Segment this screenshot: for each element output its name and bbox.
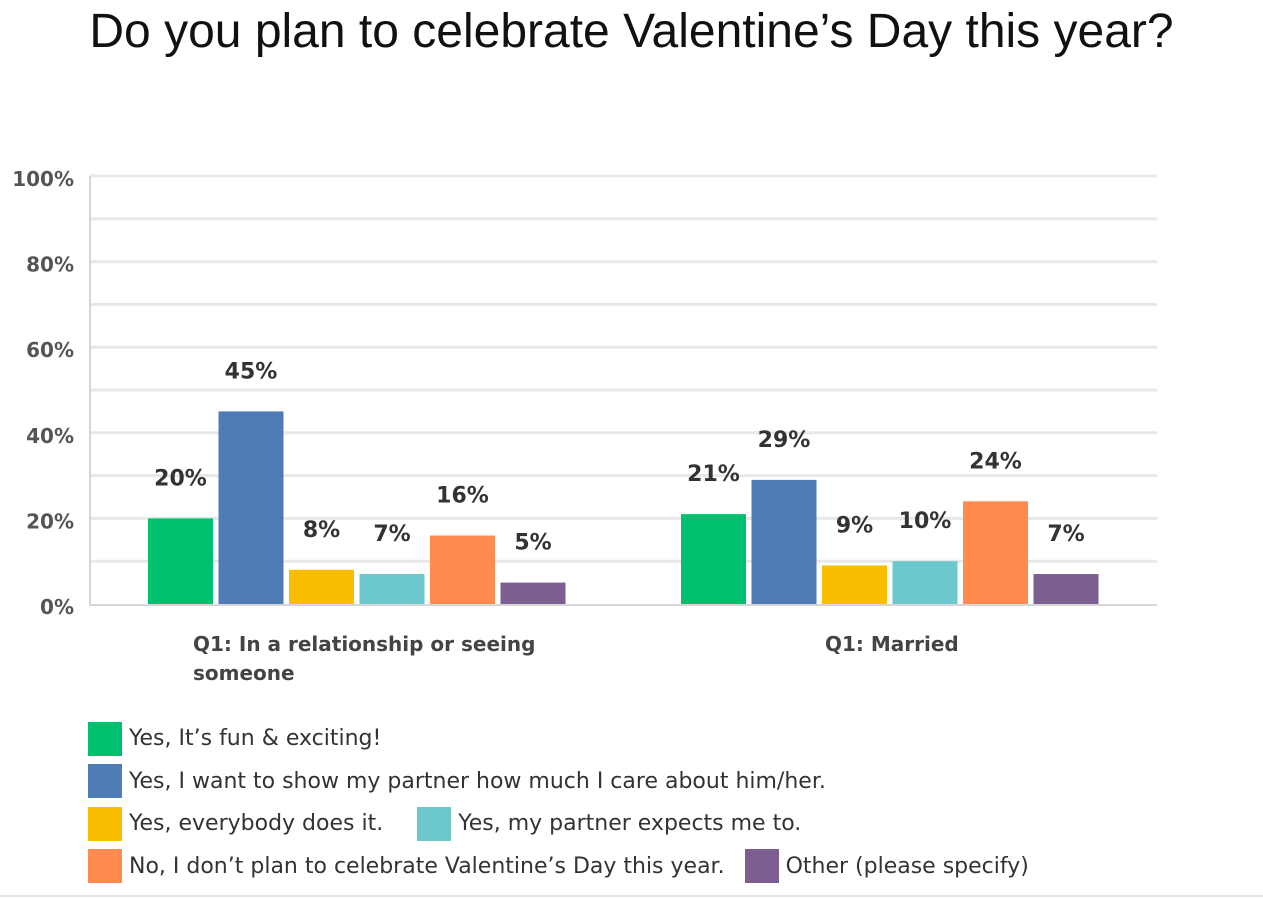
y-tick-label: 20% [26,509,74,533]
bar-chart: 0% 20% 40% 60% 80% 100% 20% 45% 8% 7% 16% 5% 21% 29% 9… [12,167,1157,685]
bar [892,561,958,604]
legend-swatch-everybody [88,806,122,841]
y-tick-label: 40% [26,424,74,448]
legend-row: Yes, I want to show my partner how much … [88,764,1063,798]
data-label: 7% [373,522,410,547]
data-label: 20% [154,466,207,491]
category-label: Q1: In a relationship or seeing someone [193,632,535,685]
bar [751,479,817,604]
data-label: 21% [687,462,740,487]
y-tick-label: 60% [26,338,74,362]
data-label: 16% [436,484,489,509]
legend-item-everybody: Yes, everybody does it. [88,806,384,841]
legend-label-partner-expects: Yes, my partner expects me to. [458,811,802,836]
legend-item-no: No, I don’t plan to celebrate Valentine’… [88,849,725,883]
bar [218,411,284,604]
category-label: Q1: Married [825,632,959,656]
legend-row: Yes, everybody does it. Yes, my partner … [88,806,1063,841]
bar [148,518,213,604]
legend-swatch-fun [88,721,122,756]
legend-label-everybody: Yes, everybody does it. [129,811,384,836]
y-tick-label: 80% [26,253,74,277]
bar [289,569,354,604]
legend-item-show-care: Yes, I want to show my partner how much … [88,764,826,798]
y-tick-label: 100% [12,167,74,191]
bar [359,574,425,604]
legend-swatch-other [744,849,779,883]
bar [500,582,566,604]
chart-title: Do you plan to celebrate Valentine’s Day… [89,5,1174,58]
bar [822,565,887,604]
category-label-line: someone [193,661,295,685]
data-label: 10% [899,509,952,534]
data-label: 29% [758,428,811,453]
y-tick-label: 0% [40,595,74,619]
category-label-line: Q1: Married [825,632,959,656]
legend-label-no: No, I don’t plan to celebrate Valentine’… [129,853,725,879]
legend: Yes, It’s fun & exciting! Yes, I want to… [88,721,1063,892]
data-label: 5% [514,531,551,556]
legend-item-fun: Yes, It’s fun & exciting! [88,721,382,756]
legend-item-partner-expects: Yes, my partner expects me to. [417,806,802,841]
bar [963,501,1028,604]
data-label: 9% [836,514,873,539]
category-label-line: Q1: In a relationship or seeing [193,632,535,656]
legend-label-fun: Yes, It’s fun & exciting! [129,726,382,751]
legend-swatch-show-care [88,764,122,798]
bar [681,514,746,604]
data-label: 24% [969,449,1022,474]
legend-label-other: Other (please specify) [785,853,1029,879]
legend-row: No, I don’t plan to celebrate Valentine’… [88,849,1063,883]
bar [430,535,495,604]
legend-swatch-no [88,849,122,883]
data-label: 45% [225,359,278,384]
legend-swatch-partner-expects [417,806,452,841]
bottom-rule [0,895,1263,897]
data-label: 8% [303,518,340,543]
data-label: 7% [1047,522,1084,547]
bar [1033,574,1099,604]
legend-row: Yes, It’s fun & exciting! [88,721,1063,756]
legend-item-other: Other (please specify) [744,849,1029,883]
legend-label-show-care: Yes, I want to show my partner how much … [129,768,826,794]
